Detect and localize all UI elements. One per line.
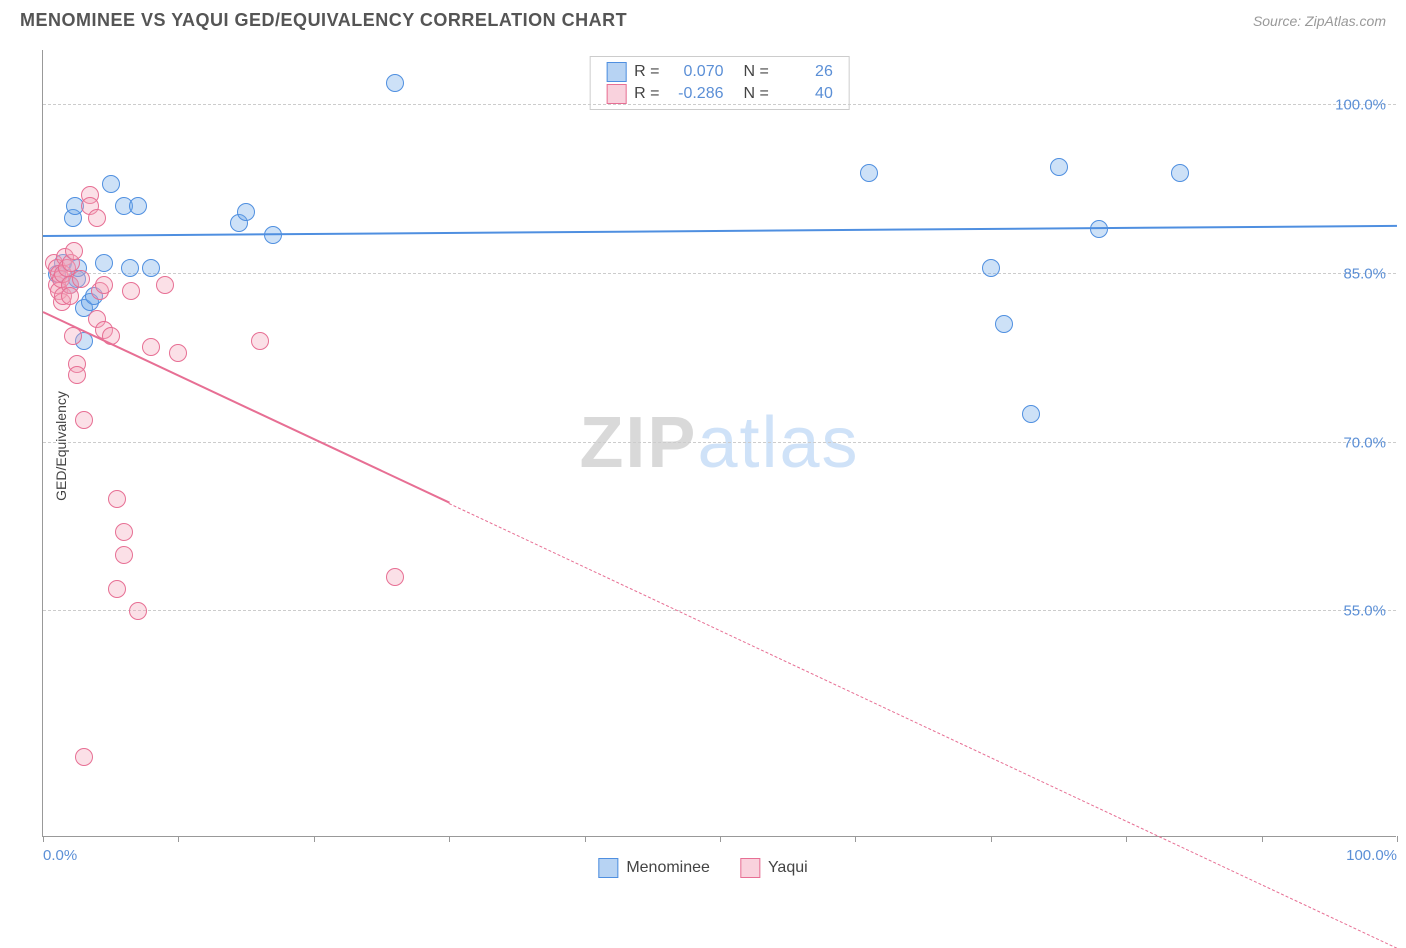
- x-tick: [1126, 836, 1127, 842]
- x-tick: [449, 836, 450, 842]
- x-tick: [314, 836, 315, 842]
- stats-row-menominee: R = 0.070 N = 26: [606, 61, 833, 83]
- data-point: [122, 282, 140, 300]
- data-point: [68, 366, 86, 384]
- data-point: [386, 568, 404, 586]
- data-point: [1171, 164, 1189, 182]
- x-tick: [855, 836, 856, 842]
- swatch-menominee: [598, 858, 618, 878]
- data-point: [115, 546, 133, 564]
- data-point: [61, 287, 79, 305]
- data-point: [95, 276, 113, 294]
- data-point: [121, 259, 139, 277]
- watermark-suffix: atlas: [697, 403, 859, 483]
- x-tick: [720, 836, 721, 842]
- r-label: R =: [634, 63, 659, 81]
- n-value-yaqui: 40: [777, 85, 833, 103]
- r-value-menominee: 0.070: [668, 63, 724, 81]
- data-point: [129, 197, 147, 215]
- data-point: [156, 276, 174, 294]
- data-point: [251, 332, 269, 350]
- data-point: [95, 254, 113, 272]
- data-point: [108, 490, 126, 508]
- legend-label: Yaqui: [768, 859, 808, 877]
- data-point: [386, 74, 404, 92]
- data-point: [982, 259, 1000, 277]
- data-point: [1050, 158, 1068, 176]
- n-value-menominee: 26: [777, 63, 833, 81]
- data-point: [75, 411, 93, 429]
- n-label: N =: [744, 85, 769, 103]
- data-point: [860, 164, 878, 182]
- r-label: R =: [634, 85, 659, 103]
- x-tick: [991, 836, 992, 842]
- x-tick: [178, 836, 179, 842]
- swatch-yaqui: [740, 858, 760, 878]
- r-value-yaqui: -0.286: [668, 85, 724, 103]
- gridline: [43, 104, 1396, 105]
- trend-line: [43, 311, 450, 503]
- legend-item-yaqui: Yaqui: [740, 858, 808, 878]
- swatch-yaqui: [606, 84, 626, 104]
- stats-row-yaqui: R = -0.286 N = 40: [606, 83, 833, 105]
- x-tick-label: 0.0%: [43, 847, 77, 864]
- y-tick-label: 55.0%: [1343, 603, 1386, 620]
- data-point: [237, 203, 255, 221]
- x-tick: [1262, 836, 1263, 842]
- chart-title: MENOMINEE VS YAQUI GED/EQUIVALENCY CORRE…: [20, 10, 627, 31]
- legend-item-menominee: Menominee: [598, 858, 710, 878]
- legend-label: Menominee: [626, 859, 710, 877]
- x-tick: [585, 836, 586, 842]
- data-point: [169, 344, 187, 362]
- data-point: [129, 602, 147, 620]
- y-tick-label: 100.0%: [1335, 97, 1386, 114]
- gridline: [43, 610, 1396, 611]
- y-tick-label: 85.0%: [1343, 265, 1386, 282]
- gridline: [43, 442, 1396, 443]
- source-attribution: Source: ZipAtlas.com: [1253, 13, 1386, 29]
- watermark: ZIPatlas: [579, 402, 859, 484]
- bottom-legend: Menominee Yaqui: [598, 858, 807, 878]
- data-point: [142, 259, 160, 277]
- y-tick-label: 70.0%: [1343, 434, 1386, 451]
- stats-legend-box: R = 0.070 N = 26 R = -0.286 N = 40: [589, 56, 850, 110]
- watermark-prefix: ZIP: [579, 403, 697, 483]
- x-tick-label: 100.0%: [1346, 847, 1397, 864]
- data-point: [102, 175, 120, 193]
- n-label: N =: [744, 63, 769, 81]
- x-tick: [1397, 836, 1398, 842]
- data-point: [1022, 405, 1040, 423]
- swatch-menominee: [606, 62, 626, 82]
- data-point: [88, 209, 106, 227]
- data-point: [115, 523, 133, 541]
- trend-line: [449, 503, 1397, 948]
- data-point: [108, 580, 126, 598]
- data-point: [75, 748, 93, 766]
- scatter-chart: ZIPatlas R = 0.070 N = 26 R = -0.286 N =…: [42, 50, 1396, 837]
- data-point: [65, 242, 83, 260]
- gridline: [43, 273, 1396, 274]
- data-point: [995, 315, 1013, 333]
- x-tick: [43, 836, 44, 842]
- data-point: [72, 270, 90, 288]
- data-point: [142, 338, 160, 356]
